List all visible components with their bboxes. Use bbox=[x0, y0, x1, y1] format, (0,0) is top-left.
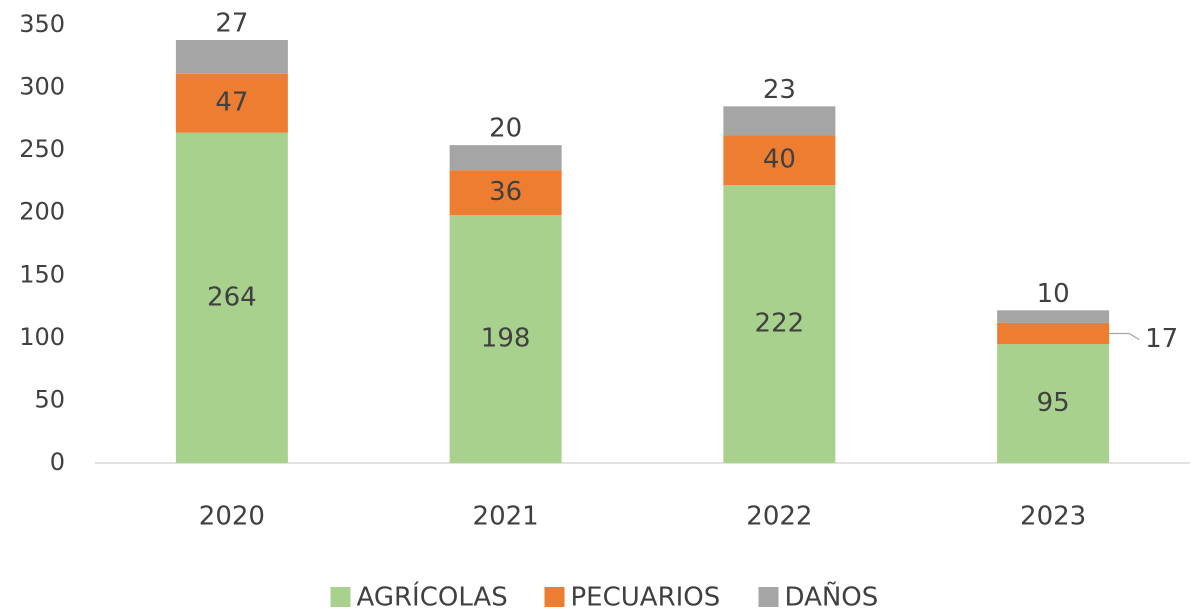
data-label: 222 bbox=[755, 309, 805, 339]
bar-segment bbox=[723, 185, 836, 463]
x-tick-label: 2021 bbox=[473, 502, 539, 532]
y-tick-label: 150 bbox=[19, 260, 65, 288]
data-label: 27 bbox=[215, 9, 248, 39]
data-label: 10 bbox=[1037, 279, 1070, 309]
data-label: 17 bbox=[1145, 324, 1178, 354]
x-tick-label: 2023 bbox=[1020, 502, 1086, 532]
x-tick-label: 2020 bbox=[199, 502, 265, 532]
data-label: 40 bbox=[763, 145, 796, 175]
bar-segment bbox=[723, 106, 836, 136]
bar-segment bbox=[997, 322, 1110, 345]
y-tick-label: 50 bbox=[34, 385, 65, 413]
data-label: 264 bbox=[207, 282, 257, 312]
y-tick-label: 250 bbox=[19, 135, 65, 163]
data-label: 23 bbox=[763, 75, 796, 105]
y-tick-label: 300 bbox=[19, 73, 65, 101]
legend-swatch bbox=[330, 587, 351, 607]
y-tick-label: 350 bbox=[19, 10, 65, 38]
data-label: 198 bbox=[481, 324, 531, 354]
y-tick-label: 0 bbox=[50, 448, 65, 476]
x-tick-label: 2022 bbox=[746, 502, 812, 532]
bar-segment bbox=[449, 145, 562, 171]
y-tick-label: 200 bbox=[19, 198, 65, 226]
legend-label: PECUARIOS bbox=[571, 583, 721, 612]
legend-label: DAÑOS bbox=[785, 581, 879, 612]
bar-segment bbox=[449, 170, 562, 216]
data-label: 47 bbox=[215, 88, 248, 118]
legend-swatch bbox=[758, 587, 779, 607]
bar-segment bbox=[723, 135, 836, 186]
legend-swatch bbox=[544, 587, 565, 607]
data-label: 95 bbox=[1037, 388, 1070, 418]
data-label: 20 bbox=[489, 114, 522, 144]
legend-label: AGRÍCOLAS bbox=[357, 581, 508, 612]
bar-segment bbox=[449, 215, 562, 463]
data-label: 36 bbox=[489, 177, 522, 207]
bar-segment bbox=[997, 344, 1110, 463]
bar-segment bbox=[175, 40, 288, 74]
bar-segment bbox=[175, 132, 288, 463]
y-tick-label: 100 bbox=[19, 323, 65, 351]
bar-segment bbox=[997, 310, 1110, 323]
leader-line bbox=[1109, 332, 1140, 340]
bar-segment bbox=[175, 73, 288, 133]
